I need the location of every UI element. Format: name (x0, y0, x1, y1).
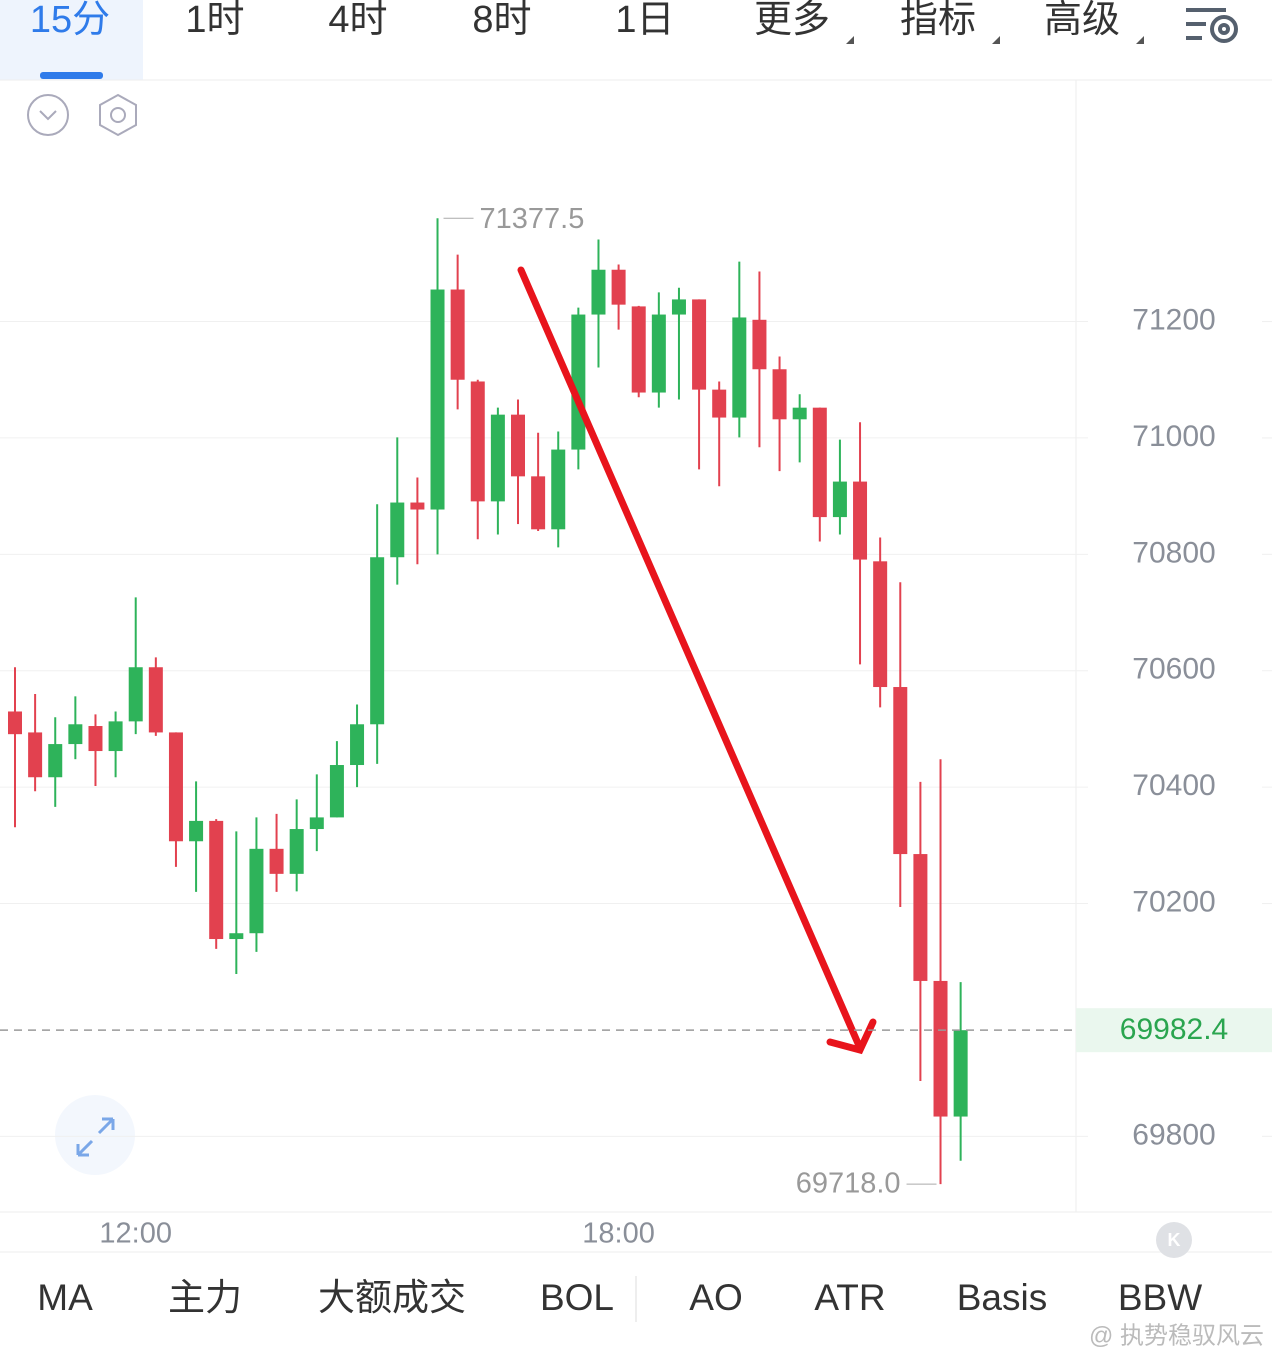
candle-body (873, 561, 888, 688)
candle-body (792, 407, 807, 420)
candle-body (88, 726, 103, 752)
y-tick-label: 70800 (1132, 536, 1215, 569)
candle-body (631, 306, 646, 393)
x-tick-label: 12:00 (99, 1218, 172, 1250)
indicator-tab[interactable]: BBW (1118, 1277, 1202, 1318)
candle-body (128, 667, 143, 722)
last-price-label: 69982.4 (1120, 1013, 1228, 1046)
candle-body (651, 314, 666, 393)
watermark: @ 执势稳驭风云 (1089, 1322, 1264, 1349)
y-tick-label: 71200 (1132, 303, 1215, 336)
x-tick-label: 18:00 (582, 1218, 655, 1250)
candle-body (511, 414, 525, 477)
indicator-tab[interactable]: BOL (540, 1277, 614, 1318)
timeframe-tab[interactable]: 8时 (472, 0, 531, 41)
dropdown-caret (1136, 36, 1144, 44)
timeframe-tab[interactable]: 更多 (754, 0, 830, 41)
candle-body (48, 744, 63, 778)
y-tick-label: 70400 (1132, 769, 1215, 802)
candle-body (953, 1030, 968, 1117)
hex-icon[interactable] (99, 93, 137, 137)
candle-body (772, 369, 787, 420)
dropdown-caret (846, 36, 854, 44)
scroll-end-glyph: K (1168, 1230, 1181, 1250)
y-tick-label: 71000 (1132, 420, 1215, 453)
candle-body (229, 933, 244, 940)
settings-icon[interactable] (1186, 8, 1238, 43)
timeframe-tab[interactable]: 指标 (900, 0, 976, 41)
candle-body (490, 414, 505, 502)
candle-body (350, 724, 365, 766)
candle-body (370, 557, 385, 725)
high-label: 71377.5 (480, 203, 585, 235)
candle-body (8, 711, 22, 735)
indicator-tab[interactable]: AO (689, 1277, 742, 1318)
candle-body (732, 317, 747, 418)
candle-body (430, 289, 445, 510)
last-price-box (1076, 1008, 1272, 1053)
candle-body (893, 687, 908, 855)
candle-body (189, 820, 204, 842)
expand-icon[interactable] (55, 1095, 135, 1175)
candle-body (832, 481, 847, 518)
indicator-tab[interactable]: ATR (814, 1277, 885, 1318)
candle-body (269, 848, 284, 874)
candle-body (591, 269, 606, 315)
candle-body (68, 724, 83, 745)
y-tick-label: 70200 (1132, 885, 1215, 918)
candle-body (853, 481, 868, 560)
candle-body (209, 820, 224, 940)
candle-body (712, 389, 727, 418)
candle-body (812, 407, 827, 518)
candle-body (410, 502, 425, 510)
candle-body (108, 721, 123, 752)
candle-body (671, 299, 686, 315)
timeframe-tab[interactable]: 4时 (328, 0, 387, 41)
candle-body (933, 980, 948, 1117)
candle-body (531, 476, 546, 530)
candle-body (611, 269, 626, 305)
timeframe-tab[interactable]: 1日 (615, 0, 674, 41)
timeframe-tab[interactable]: 15分 (30, 0, 110, 41)
candle-body (28, 732, 43, 778)
timeframe-tab[interactable]: 1时 (185, 0, 244, 41)
indicator-tab[interactable]: MA (37, 1277, 93, 1318)
candle-body (692, 299, 707, 390)
low-label: 69718.0 (796, 1168, 901, 1200)
candle-body (249, 848, 264, 934)
timeframe-tab[interactable]: 高级 (1044, 0, 1120, 41)
y-tick-label: 69800 (1132, 1118, 1215, 1151)
candle-body (309, 817, 324, 830)
candle-body (551, 449, 566, 530)
scroll-end-button[interactable] (1156, 1222, 1192, 1258)
candle-body (752, 319, 767, 370)
active-tab-underline (40, 72, 103, 79)
indicator-tab[interactable]: Basis (957, 1277, 1047, 1318)
candle-body (148, 667, 163, 733)
indicator-tab[interactable]: 大额成交 (318, 1277, 466, 1318)
indicator-tab[interactable]: 主力 (168, 1277, 242, 1318)
candle-body (289, 829, 304, 874)
candle-body (450, 289, 465, 380)
trend-arrow (517, 266, 877, 1055)
candle-body (470, 381, 485, 502)
collapse-icon[interactable] (27, 94, 69, 136)
candle-body (913, 854, 928, 981)
y-tick-label: 70600 (1132, 653, 1215, 686)
candle-body (390, 502, 405, 558)
active-tab-bg (0, 0, 143, 80)
candle-body (329, 765, 344, 818)
candle-body (168, 732, 183, 842)
dropdown-caret (992, 36, 1000, 44)
hex-icon-dot (110, 107, 126, 123)
